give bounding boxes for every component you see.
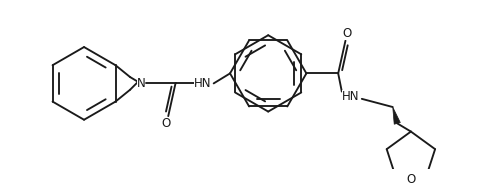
Text: O: O <box>162 117 171 130</box>
Text: O: O <box>343 27 352 40</box>
Text: N: N <box>137 77 145 90</box>
Text: O: O <box>407 173 415 185</box>
Text: HN: HN <box>342 90 360 103</box>
Polygon shape <box>393 107 400 124</box>
Text: HN: HN <box>194 77 211 90</box>
